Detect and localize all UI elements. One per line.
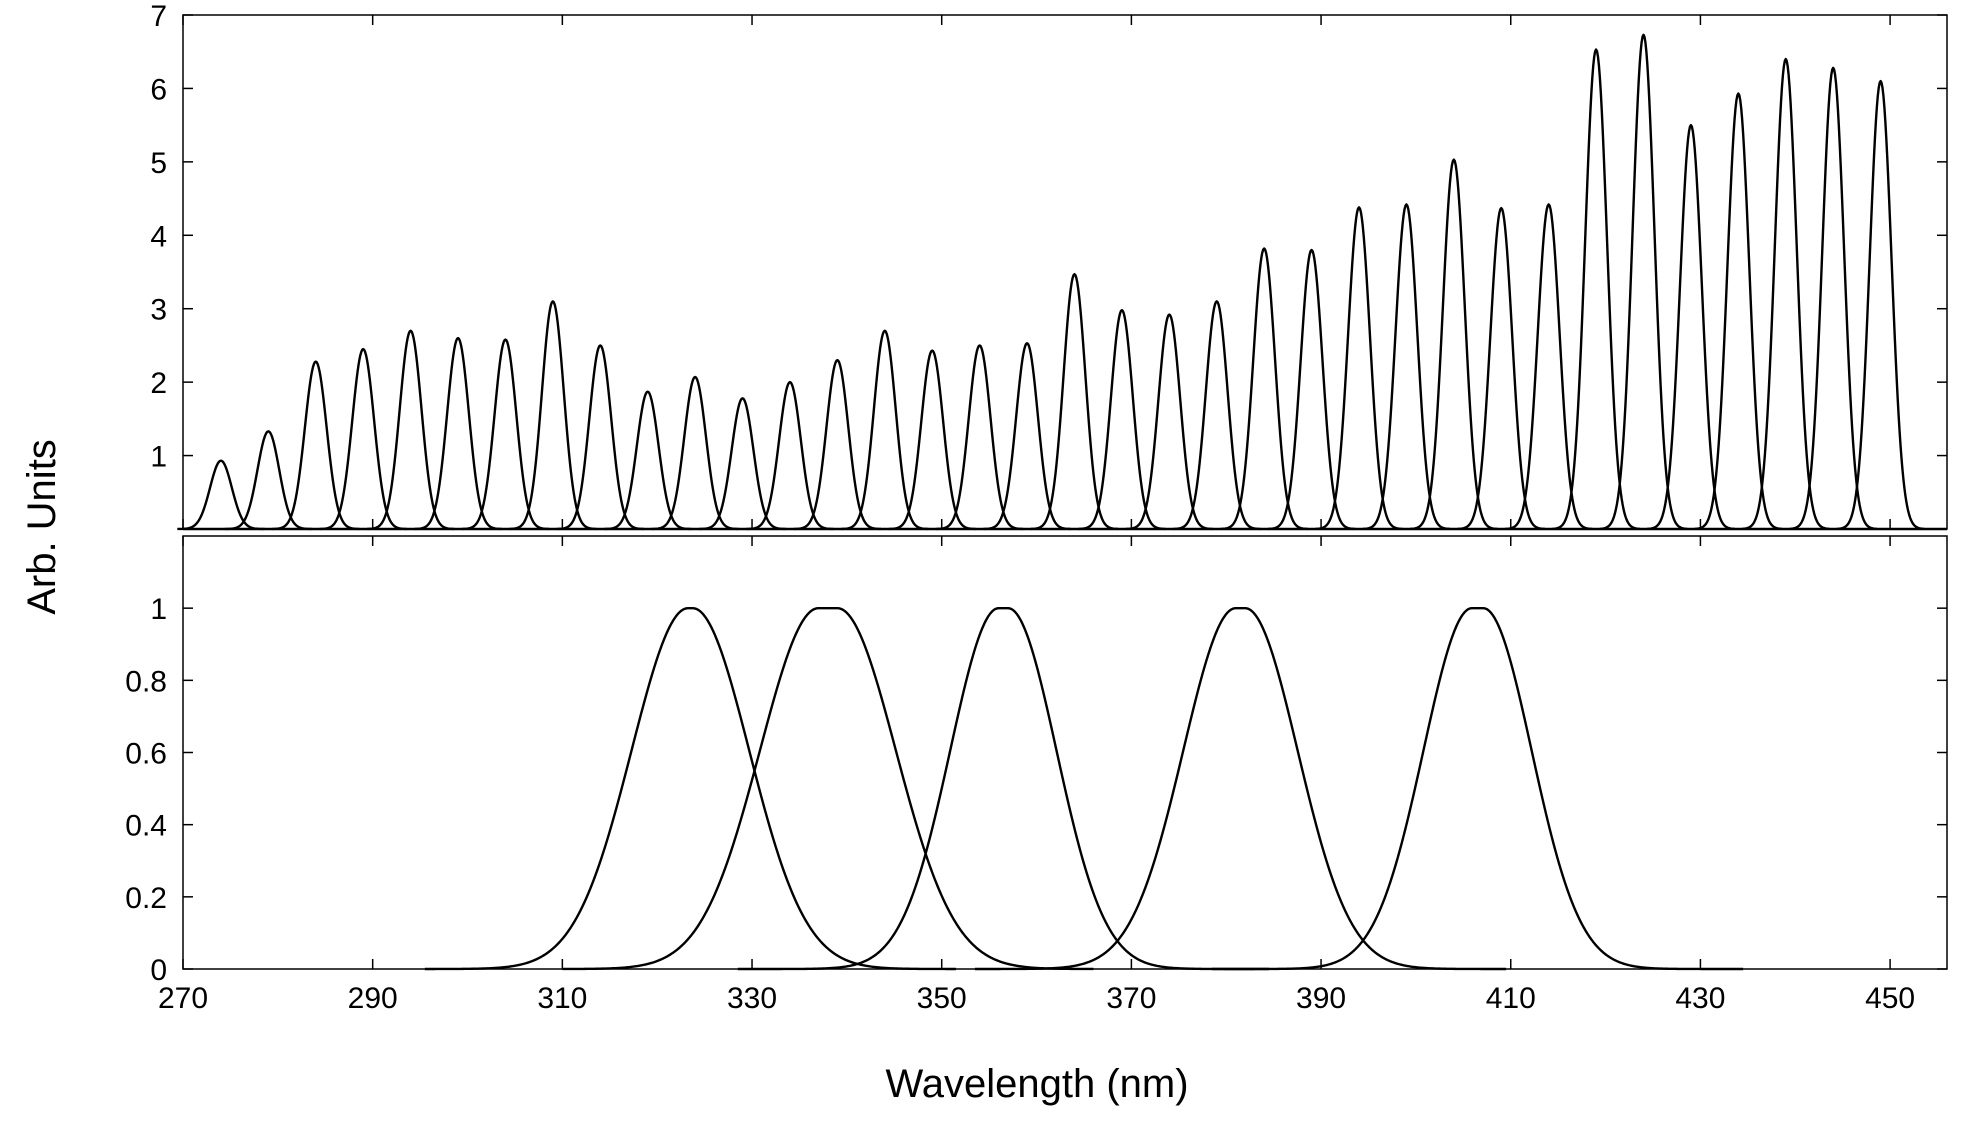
top-peak-349 xyxy=(888,349,977,531)
top-peak-279 xyxy=(224,430,313,531)
top-peak-384 xyxy=(1220,247,1309,531)
top-peak-434 xyxy=(1694,92,1783,531)
top-panel-curves xyxy=(177,33,1947,531)
top-y-tick-label: 4 xyxy=(150,220,167,253)
bottom-x-tick-label: 330 xyxy=(727,982,777,1015)
bottom-filter-curve-406.5 xyxy=(1212,606,1744,971)
top-peak-334 xyxy=(746,380,834,531)
top-peak-404 xyxy=(1409,158,1498,531)
top-peak-439 xyxy=(1741,57,1830,531)
x-axis-title: Wavelength (nm) xyxy=(885,1062,1188,1106)
top-peak-359 xyxy=(983,342,1071,531)
top-peak-314 xyxy=(556,344,645,531)
top-peak-294 xyxy=(366,329,455,531)
bottom-filter-curve-381.5 xyxy=(974,606,1506,971)
top-panel-ticks: 1 2 3 4 5 6 7 xyxy=(150,0,1947,529)
top-peak-424 xyxy=(1599,33,1688,531)
bottom-filter-curve-356.5 xyxy=(737,606,1269,971)
top-y-tick-label: 6 xyxy=(150,73,167,106)
bottom-x-tick-label: 290 xyxy=(348,982,398,1015)
top-peak-429 xyxy=(1647,123,1735,531)
bottom-y-tick-label: 0.4 xyxy=(125,810,167,843)
top-panel-frame xyxy=(182,14,1948,530)
top-peak-444 xyxy=(1789,66,1878,531)
bottom-x-tick-label: 390 xyxy=(1296,982,1346,1015)
top-peak-449 xyxy=(1836,79,1925,531)
top-y-tick-label: 3 xyxy=(150,294,167,327)
top-peak-364 xyxy=(1030,273,1119,531)
bottom-y-tick-label: 0 xyxy=(150,954,167,987)
bottom-panel-curves xyxy=(424,606,1744,971)
bottom-panel-frame xyxy=(182,535,1948,970)
bottom-x-tick-label: 450 xyxy=(1865,982,1915,1015)
top-peak-379 xyxy=(1172,300,1261,531)
bottom-x-tick-label: 270 xyxy=(158,982,208,1015)
top-peak-389 xyxy=(1267,248,1356,531)
top-panel: 1 2 3 4 5 6 7 xyxy=(150,0,1948,531)
bottom-y-tick-label: 1 xyxy=(150,593,167,626)
top-peak-354 xyxy=(935,344,1024,531)
bottom-x-tick-label: 430 xyxy=(1675,982,1725,1015)
top-peak-274 xyxy=(177,459,265,531)
top-peak-284 xyxy=(271,360,360,531)
top-peak-374 xyxy=(1125,313,1214,531)
top-peak-419 xyxy=(1552,48,1640,531)
top-peak-304 xyxy=(461,338,550,531)
top-peak-289 xyxy=(319,347,408,531)
bottom-filter-curve-338 xyxy=(562,606,1094,971)
top-y-tick-label: 1 xyxy=(150,441,167,474)
top-peak-339 xyxy=(793,358,882,531)
top-y-tick-label: 5 xyxy=(150,147,167,180)
bottom-y-tick-label: 0.2 xyxy=(125,882,167,915)
top-peak-369 xyxy=(1078,308,1166,531)
top-peak-344 xyxy=(840,329,929,531)
bottom-x-tick-label: 350 xyxy=(917,982,967,1015)
top-peak-319 xyxy=(603,390,692,531)
top-y-tick-label: 7 xyxy=(150,0,167,33)
bottom-panel: 270 290 310 330 350 370 390 410 430 450 0 0.2 0.4 0.6… xyxy=(125,535,1948,1015)
y-axis-title: Arb. Units xyxy=(20,439,64,615)
top-peak-309 xyxy=(508,300,597,531)
bottom-x-tick-label: 410 xyxy=(1486,982,1536,1015)
top-y-tick-label: 2 xyxy=(150,367,167,400)
top-peak-299 xyxy=(414,336,502,531)
bottom-filter-curve-323.5 xyxy=(424,606,956,971)
bottom-y-tick-label: 0.8 xyxy=(125,665,167,698)
top-peak-414 xyxy=(1504,203,1593,531)
top-peak-409 xyxy=(1457,206,1546,531)
top-peak-394 xyxy=(1315,206,1403,531)
bottom-x-tick-label: 310 xyxy=(537,982,587,1015)
top-peak-324 xyxy=(651,375,740,531)
top-peak-399 xyxy=(1362,203,1451,531)
top-peak-329 xyxy=(698,397,787,531)
bottom-x-tick-label: 370 xyxy=(1106,982,1156,1015)
bottom-y-tick-label: 0.6 xyxy=(125,738,167,771)
bottom-panel-ticks: 270 290 310 330 350 370 390 410 430 450 0 0.2 0.4 0.6… xyxy=(125,536,1947,1015)
